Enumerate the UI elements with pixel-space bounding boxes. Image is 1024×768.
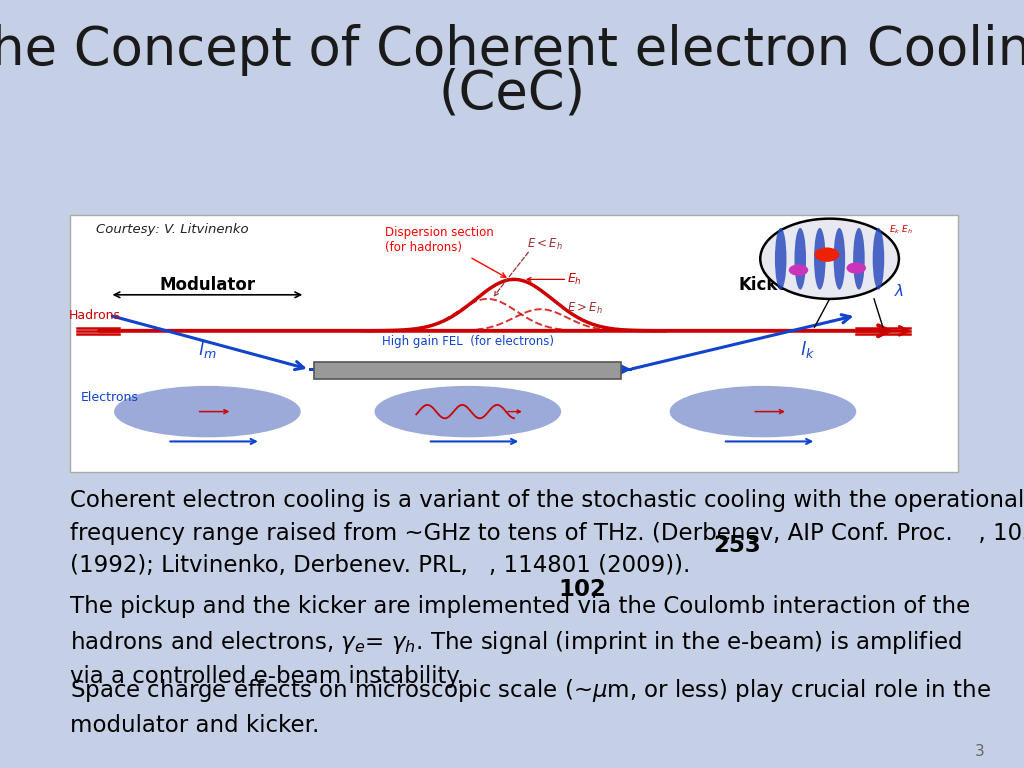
Text: $\lambda$: $\lambda$: [895, 283, 904, 300]
Text: The Concept of Coherent electron Cooling: The Concept of Coherent electron Cooling: [0, 24, 1024, 76]
Ellipse shape: [872, 228, 885, 290]
Ellipse shape: [853, 228, 864, 290]
Text: Coherent electron cooling is a variant of the stochastic cooling with the operat: Coherent electron cooling is a variant o…: [70, 489, 1024, 577]
Text: $l_m$: $l_m$: [199, 339, 217, 360]
Text: Space charge effects on microscopic scale (~$\mu$m, or less) play crucial role i: Space charge effects on microscopic scal…: [70, 677, 990, 737]
Ellipse shape: [375, 386, 561, 437]
Ellipse shape: [670, 386, 856, 437]
Text: $E > E_h$: $E > E_h$: [567, 301, 603, 316]
Ellipse shape: [814, 228, 825, 290]
Circle shape: [814, 247, 840, 262]
Text: 3: 3: [975, 743, 985, 759]
Text: Hadrons: Hadrons: [69, 309, 121, 322]
Text: 253: 253: [714, 534, 762, 557]
Ellipse shape: [114, 386, 301, 437]
Circle shape: [760, 219, 899, 299]
Text: $l_k$: $l_k$: [800, 339, 815, 360]
Text: $E_h$: $E_h$: [874, 242, 886, 256]
Text: 102: 102: [558, 578, 606, 601]
Ellipse shape: [795, 228, 806, 290]
Ellipse shape: [834, 228, 845, 290]
Text: The pickup and the kicker are implemented via the Coulomb interaction of the
had: The pickup and the kicker are implemente…: [70, 595, 970, 688]
Text: Electrons: Electrons: [81, 391, 138, 404]
Text: $E < E_h$: $E < E_h$: [527, 237, 563, 253]
Text: (CeC): (CeC): [438, 68, 586, 120]
Bar: [314, 362, 621, 379]
Bar: [70, 215, 958, 472]
Text: Dispersion section
(for hadrons): Dispersion section (for hadrons): [385, 226, 506, 277]
Text: High gain FEL  (for electrons): High gain FEL (for electrons): [382, 335, 554, 348]
Ellipse shape: [775, 228, 786, 290]
Text: Modulator: Modulator: [160, 276, 255, 293]
Circle shape: [847, 263, 866, 273]
Text: $E_k\ E_h$: $E_k\ E_h$: [889, 223, 913, 236]
Circle shape: [788, 264, 808, 276]
Text: Courtesy: V. Litvinenko: Courtesy: V. Litvinenko: [96, 223, 249, 236]
Text: $E_h$: $E_h$: [567, 272, 583, 287]
Text: Kicker: Kicker: [738, 276, 797, 293]
